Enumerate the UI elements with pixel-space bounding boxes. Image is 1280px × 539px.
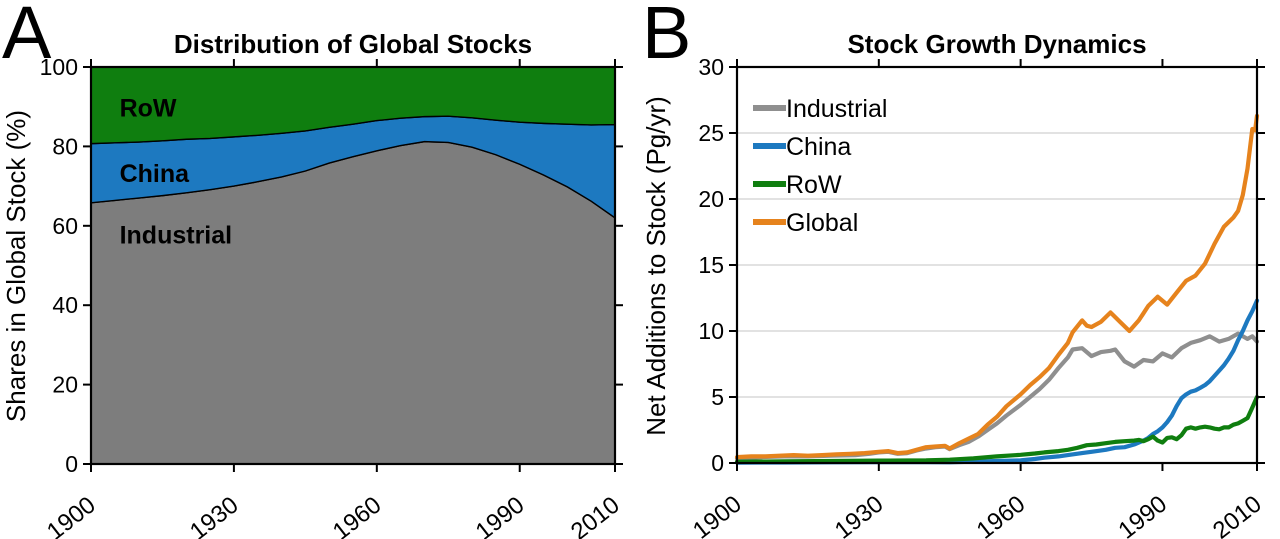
plot-border — [89, 65, 617, 466]
x-tick-label: 1990 — [1113, 490, 1172, 539]
x-tick-label: 2010 — [1208, 490, 1267, 539]
panel-a-chart: A Distribution of Global Stocks Shares i… — [1, 0, 625, 539]
x-tick-label: 1930 — [185, 491, 244, 539]
panel-a-letter: A — [2, 0, 52, 74]
panel-b: B Stock Growth Dynamics Net Additions to… — [640, 0, 1280, 539]
legend-label-china: China — [786, 133, 851, 161]
panel-b-title: Stock Growth Dynamics — [847, 29, 1146, 59]
y-tick-label: 60 — [52, 213, 78, 239]
y-tick-label: 10 — [698, 318, 724, 344]
panel-b-plot-area: 1900 1930 1960 1990 2010 0 5 10 15 20 25 30 Industri… — [688, 54, 1267, 539]
y-tick-label: 80 — [52, 133, 78, 159]
y-tick-label: 30 — [698, 54, 724, 80]
y-tick-label: 40 — [52, 292, 78, 318]
line-global — [734, 113, 1260, 460]
y-tick-label: 20 — [698, 186, 724, 212]
y-tick-label: 0 — [711, 450, 724, 476]
y-tick-label: 100 — [40, 54, 78, 80]
x-tick-label: 1960 — [972, 490, 1031, 539]
panel-a: A Distribution of Global Stocks Shares i… — [1, 0, 625, 539]
y-tick-label: 0 — [65, 451, 78, 477]
legend-label-row: RoW — [786, 171, 842, 199]
panel-a-y-axis-label: Shares in Global Stock (%) — [1, 110, 31, 422]
y-tick-label: 20 — [52, 372, 78, 398]
line-row — [734, 394, 1260, 464]
legend-item-global: Global — [753, 209, 858, 237]
y-tick-label: 5 — [711, 384, 724, 410]
legend: Industrial China RoW Global — [753, 95, 887, 237]
area-label-china: China — [120, 160, 191, 188]
legend-label-industrial: Industrial — [786, 95, 887, 123]
x-tick-label: 1930 — [830, 490, 889, 539]
x-tick-label: 1990 — [471, 491, 530, 539]
legend-item-row: RoW — [753, 171, 842, 199]
panel-b-y-axis-label: Net Additions to Stock (Pg/yr) — [641, 96, 671, 436]
legend-item-china: China — [753, 133, 851, 161]
x-tick-label: 2010 — [566, 491, 625, 539]
panel-b-letter: B — [642, 0, 691, 74]
y-tick-label: 25 — [698, 120, 724, 146]
area-label-row: RoW — [120, 95, 177, 123]
legend-label-global: Global — [786, 209, 858, 237]
area-label-industrial: Industrial — [120, 222, 233, 250]
panel-b-chart: B Stock Growth Dynamics Net Additions to… — [641, 0, 1267, 539]
x-tick-label: 1900 — [42, 491, 101, 539]
panel-a-title: Distribution of Global Stocks — [174, 29, 532, 59]
y-tick-label: 15 — [698, 252, 724, 278]
line-china — [734, 298, 1260, 465]
x-tick-label: 1960 — [328, 491, 387, 539]
legend-item-industrial: Industrial — [753, 95, 887, 123]
x-tick-label: 1900 — [688, 490, 747, 539]
